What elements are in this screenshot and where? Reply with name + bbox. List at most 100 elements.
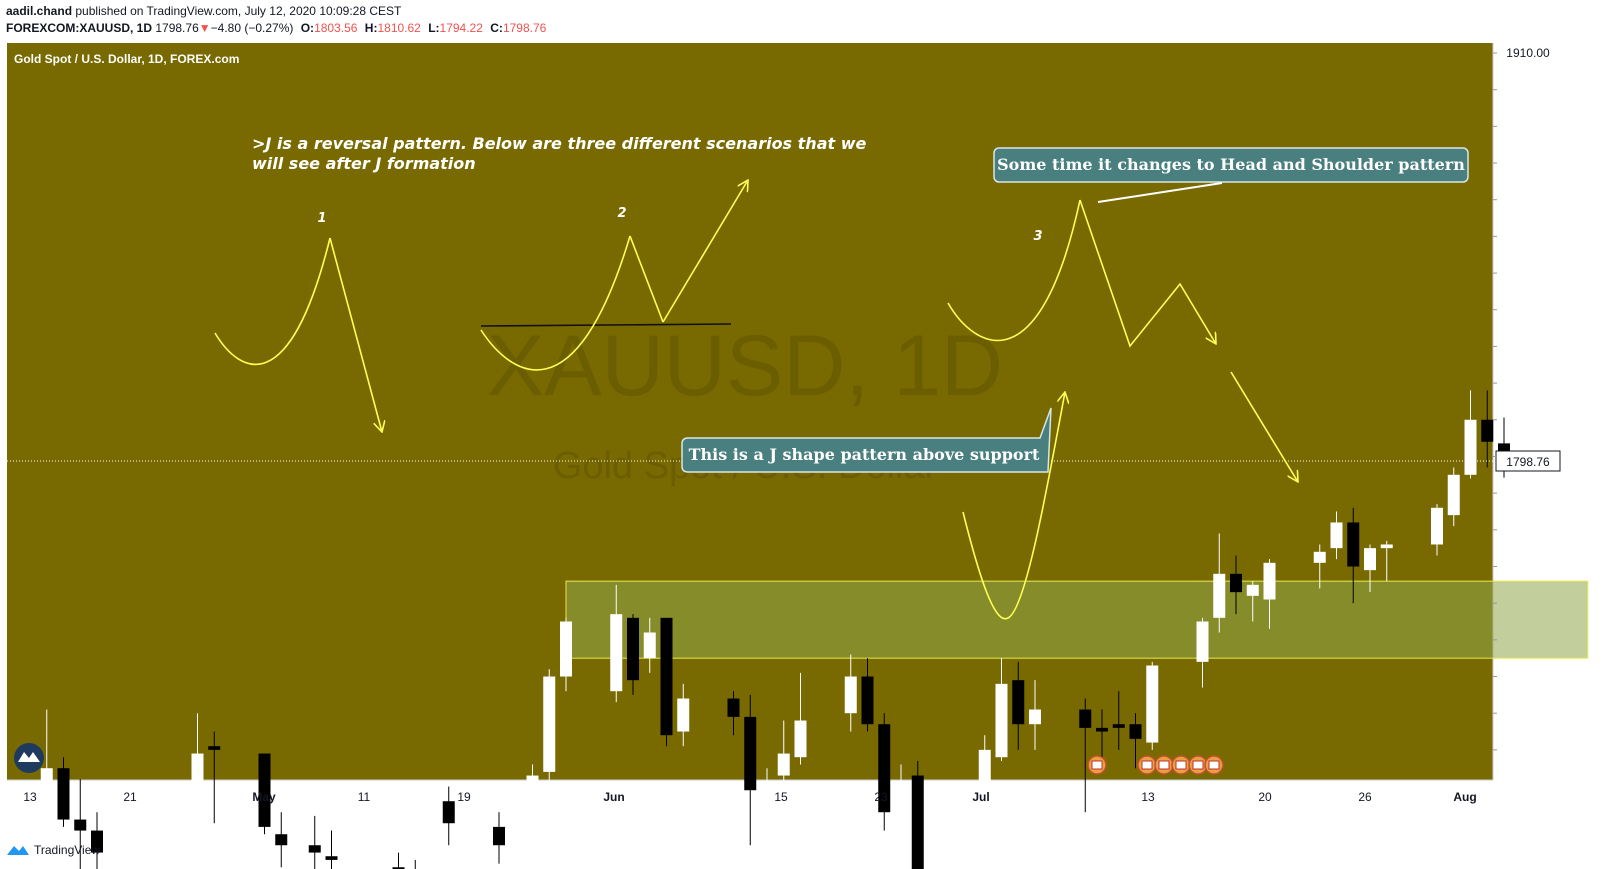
candle-body[interactable] [1246, 584, 1259, 596]
candle-body[interactable] [442, 801, 455, 824]
candle-body[interactable] [1364, 548, 1376, 571]
candle-body[interactable] [1380, 544, 1393, 549]
candle-body[interactable] [1112, 724, 1125, 728]
tradingview-badge[interactable] [14, 743, 44, 773]
candle-body[interactable] [509, 815, 522, 846]
candle-body[interactable] [1129, 724, 1142, 739]
scenario-1-curve [214, 237, 331, 366]
low-label: L: [428, 21, 440, 35]
candle-body[interactable] [1196, 621, 1209, 662]
author-name[interactable]: aadil.chand [6, 4, 73, 18]
us-flag-stripes [1208, 760, 1220, 770]
time-axis-label: 13 [23, 790, 37, 804]
candle-body[interactable] [292, 841, 304, 849]
candle-body[interactable] [191, 753, 204, 831]
candle-body[interactable] [1146, 665, 1159, 743]
candle-body[interactable] [560, 621, 572, 677]
time-axis-label: 21 [123, 790, 137, 804]
candle-body[interactable] [895, 782, 907, 813]
tradingview-logo-icon [18, 752, 40, 762]
candle-body[interactable] [1096, 727, 1108, 732]
callout-head-shoulder[interactable]: Some time it changes to Head and Shoulde… [993, 147, 1469, 203]
candle-body[interactable] [677, 698, 690, 732]
candle-body[interactable] [208, 746, 221, 750]
candle-body[interactable] [727, 698, 740, 717]
candle-body[interactable] [275, 834, 288, 846]
candle-body[interactable] [1313, 551, 1326, 563]
candle-body[interactable] [392, 867, 405, 869]
scenario-2-drawing[interactable] [480, 180, 748, 371]
candle-body[interactable] [426, 801, 438, 869]
change-value: −4.80 (−0.27%) [210, 21, 294, 35]
candle-body[interactable] [844, 676, 857, 714]
us-flag-stripes [1175, 760, 1187, 770]
scenario-3-drawing[interactable] [947, 199, 1298, 482]
candle-body[interactable] [258, 753, 271, 827]
change-arrow-icon: ▼ [198, 21, 211, 35]
candle-body[interactable] [1481, 419, 1494, 442]
candle-body[interactable] [1431, 507, 1443, 545]
j-shape-curve [962, 392, 1065, 620]
candle-body[interactable] [995, 683, 1008, 758]
candle-body[interactable] [643, 632, 656, 659]
scenario-1-drawing[interactable] [214, 237, 382, 432]
candle-body[interactable] [1012, 680, 1025, 725]
time-axis-label: 11 [358, 790, 371, 804]
candle-body[interactable] [777, 753, 790, 776]
footer-brand[interactable]: TradingView [34, 843, 101, 857]
candle-body[interactable] [1213, 573, 1226, 618]
support-line[interactable] [480, 323, 732, 327]
candle-body[interactable] [1079, 709, 1092, 728]
candle-body[interactable] [308, 845, 321, 853]
candle-body[interactable] [794, 720, 807, 758]
time-axis-label: 20 [1258, 790, 1272, 804]
us-flag-stripes [1158, 760, 1170, 770]
candle-body[interactable] [861, 676, 874, 725]
scenario-3-curve [947, 199, 1081, 342]
candle-body[interactable] [761, 790, 773, 792]
candle-body[interactable] [57, 768, 70, 820]
time-axis-label: Jun [603, 790, 624, 804]
candle-body[interactable] [141, 859, 154, 864]
callout-head-shoulder-box [993, 147, 1469, 183]
price-label-top-bg [1496, 43, 1560, 63]
j-shape-drawing[interactable] [962, 392, 1065, 620]
time-axis-label: 13 [1141, 790, 1155, 804]
candle-body[interactable] [1330, 522, 1343, 549]
candle-body[interactable] [158, 852, 170, 868]
candle-body[interactable] [1447, 474, 1460, 516]
candle-body[interactable] [174, 852, 187, 860]
candle-body[interactable] [493, 826, 505, 846]
candle-body[interactable] [375, 863, 388, 868]
callout-j-shape[interactable]: This is a J shape pattern above support [681, 407, 1052, 473]
candle-body[interactable] [1347, 522, 1360, 567]
scenario-3-arrow [1230, 371, 1298, 482]
time-axis-label: 15 [774, 790, 788, 804]
last-price-tag [1495, 450, 1561, 472]
candle-body[interactable] [325, 856, 338, 860]
candle-body[interactable] [74, 819, 87, 831]
event-icons[interactable] [1087, 755, 1224, 775]
candle-body[interactable] [91, 830, 103, 853]
candle-body[interactable] [1464, 419, 1477, 475]
candle-body[interactable] [1230, 573, 1242, 593]
candle-body[interactable] [660, 617, 673, 736]
candle-body[interactable] [543, 676, 556, 772]
support-zone[interactable] [565, 580, 1589, 659]
candle-body[interactable] [526, 775, 539, 816]
candle-body[interactable] [1263, 562, 1276, 600]
time-axis-label: 26 [1358, 790, 1372, 804]
candle-body[interactable] [1029, 709, 1041, 725]
candle-body[interactable] [978, 749, 991, 831]
candle-body[interactable] [911, 775, 924, 869]
candle-body[interactable] [610, 614, 623, 692]
symbol-label: FOREXCOM:XAUUSD, 1D [6, 21, 153, 35]
candle-body[interactable] [878, 724, 891, 813]
candle-body[interactable] [40, 768, 53, 835]
candle-body[interactable] [962, 830, 974, 869]
candle-body[interactable] [627, 617, 639, 681]
open-value: 1803.56 [314, 21, 358, 35]
candle-body[interactable] [744, 716, 757, 791]
price-axis[interactable] [1493, 43, 1561, 780]
